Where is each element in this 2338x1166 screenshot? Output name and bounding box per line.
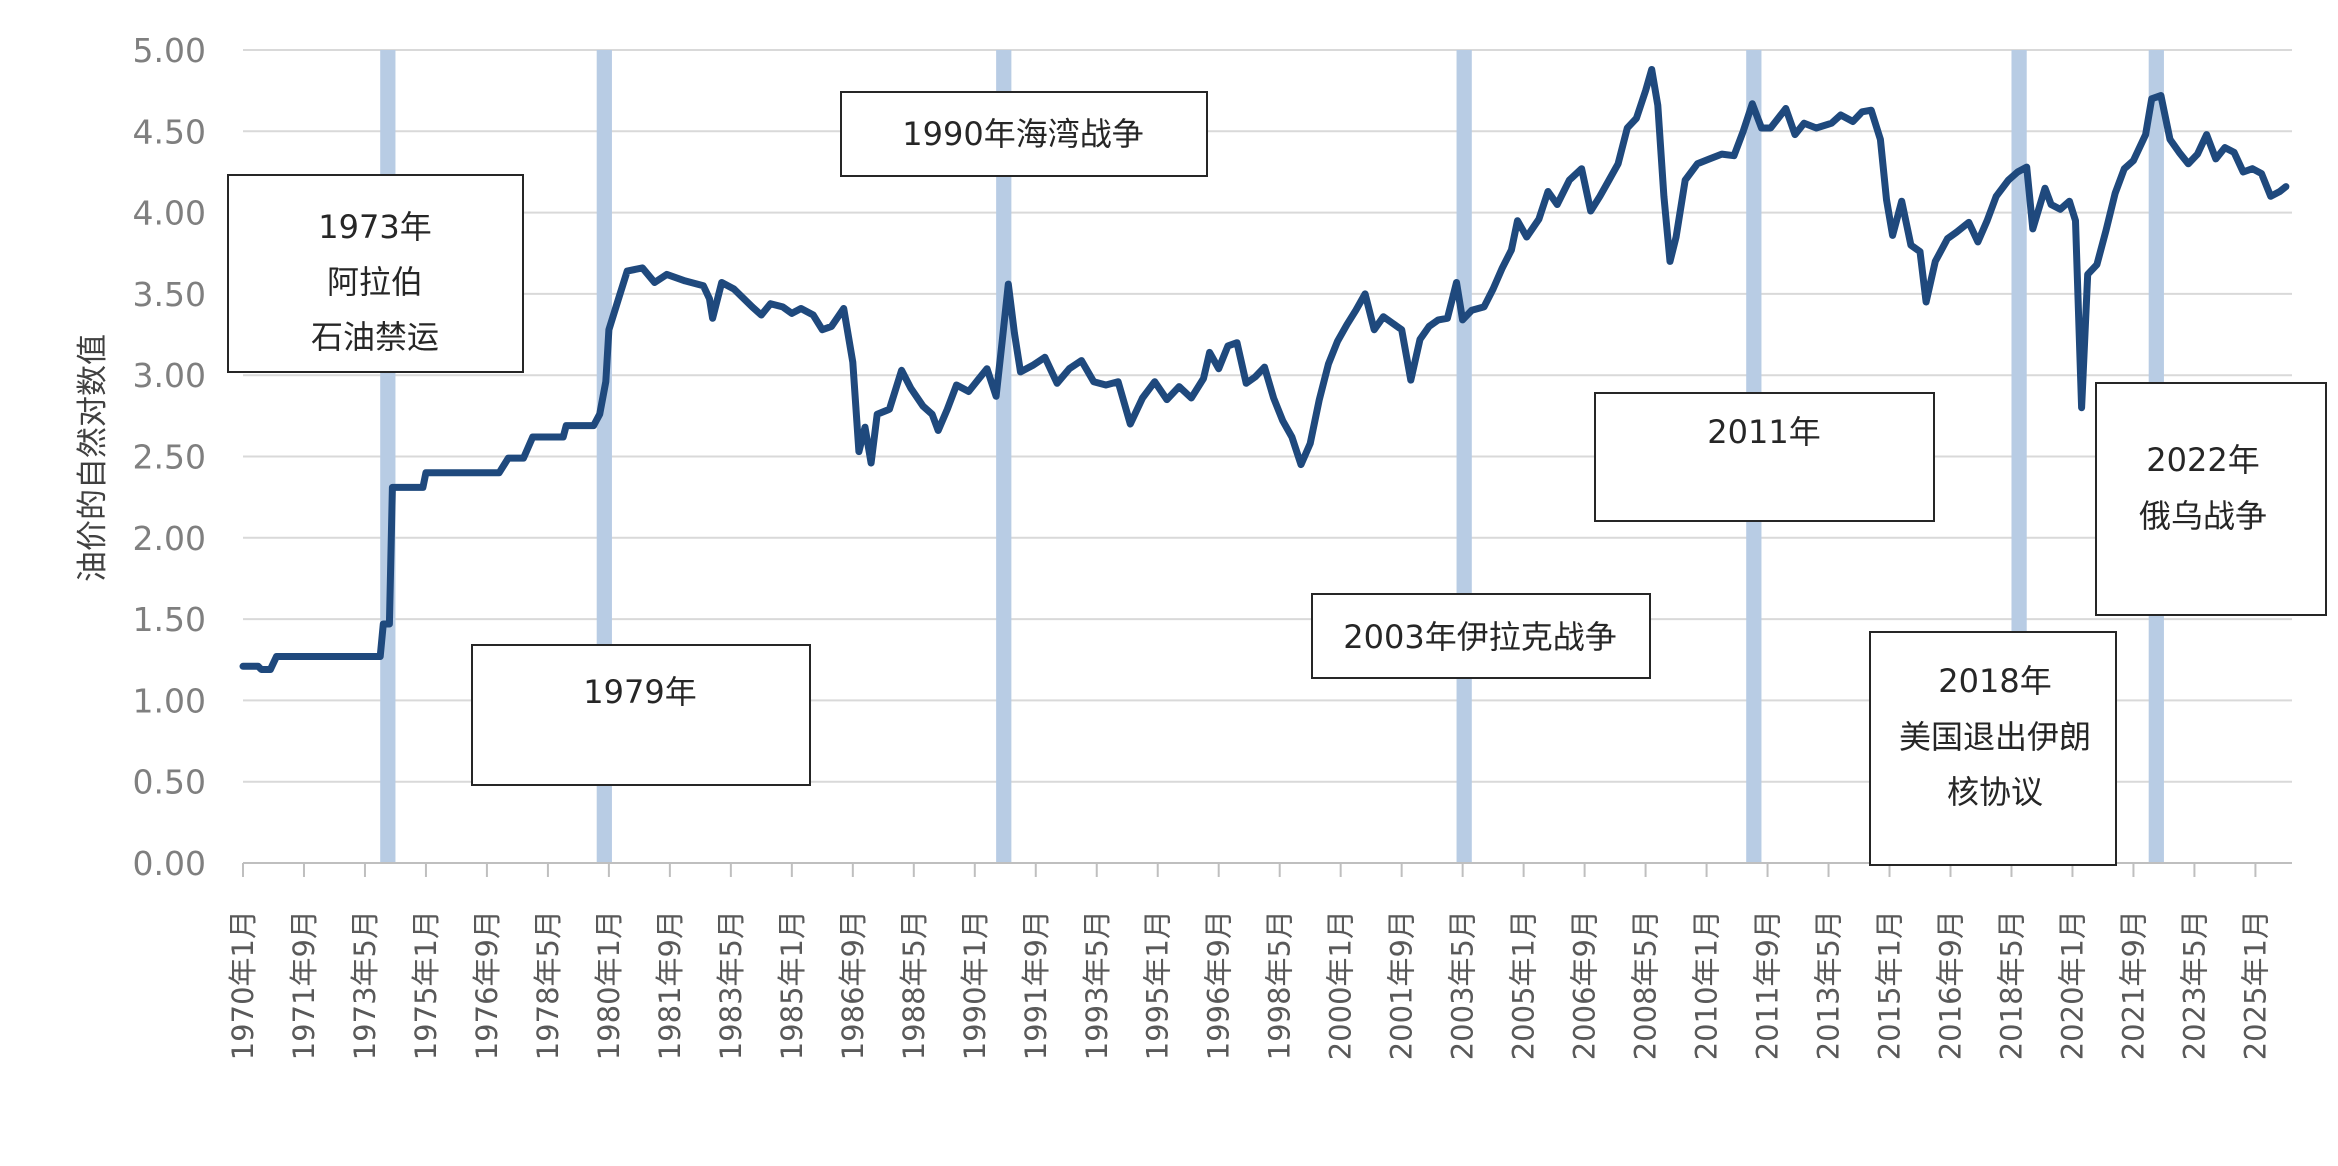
x-tick-label: 1993年5月 xyxy=(1080,910,1114,1060)
annotation-text: 2003年伊拉克战争 xyxy=(1343,618,1616,656)
x-tick-label: 2005年1月 xyxy=(1507,910,1541,1060)
y-tick-labels: 0.00 0.50 1.00 1.50 2.00 2.50 3.00 3.50 4.00 4.50… xyxy=(133,31,206,883)
annotation-box: 1979年 xyxy=(471,644,811,786)
annotation-text: 核协议 xyxy=(1947,773,2043,811)
y-tick-label: 1.50 xyxy=(133,600,206,639)
x-tick-label: 2025年1月 xyxy=(2238,910,2272,1060)
annotation-text: 1973年 xyxy=(318,208,431,246)
x-tick-label: 1991年9月 xyxy=(1019,910,1053,1060)
annotation-box: 1990年海湾战争 xyxy=(840,91,1208,177)
x-tick-label: 2016年9月 xyxy=(1934,910,1968,1060)
series-line xyxy=(239,66,2290,673)
x-tick-label: 1996年9月 xyxy=(1202,910,1236,1060)
annotation-text: 1990年海湾战争 xyxy=(902,115,1143,153)
x-tick-label: 1998年5月 xyxy=(1263,910,1297,1060)
annotation-frame xyxy=(471,644,811,786)
y-tick-label: 3.00 xyxy=(133,356,206,395)
x-tick-label: 1973年5月 xyxy=(348,910,382,1060)
x-tick-label: 2010年1月 xyxy=(1690,910,1724,1060)
x-tick-label: 2020年1月 xyxy=(2055,910,2089,1060)
annotation-text: 俄乌战争 xyxy=(2139,497,2267,535)
x-tick-label: 1983年5月 xyxy=(714,910,748,1060)
x-tick-label: 2008年5月 xyxy=(1629,910,1663,1060)
annotation-text: 1979年 xyxy=(583,673,696,711)
annotation-text: 2011年 xyxy=(1707,413,1820,451)
x-tick-label: 2015年1月 xyxy=(1873,910,1907,1060)
annotation-frame xyxy=(1869,631,2117,866)
x-tick-label: 1988年5月 xyxy=(897,910,931,1060)
x-tick-label: 1976年9月 xyxy=(470,910,504,1060)
annotation-frame xyxy=(2095,382,2327,616)
x-tick-label: 2003年5月 xyxy=(1446,910,1480,1060)
x-tick-label: 2000年1月 xyxy=(1324,910,1358,1060)
x-tick-label: 1975年1月 xyxy=(409,910,443,1060)
y-tick-label: 2.50 xyxy=(133,438,206,477)
oil-price-series xyxy=(239,66,2290,673)
annotation-frame xyxy=(840,91,1208,177)
x-tick-label: 2021年9月 xyxy=(2116,910,2150,1060)
annotation-frame xyxy=(1311,593,1651,679)
y-tick-label: 2.00 xyxy=(133,519,206,558)
x-tick-label: 2006年9月 xyxy=(1568,910,1602,1060)
y-tick-label: 3.50 xyxy=(133,275,206,314)
x-tick-label: 1990年1月 xyxy=(958,910,992,1060)
x-tick-label: 2013年5月 xyxy=(1812,910,1846,1060)
y-axis-label: 油价的自然对数值 xyxy=(75,334,111,582)
annotation-frame xyxy=(1594,392,1935,522)
x-tick-labels: 1970年1月 1971年9月 1973年5月 1975年1月 1976年9月 1978年… xyxy=(226,910,2272,1060)
annotation-box: 2003年伊拉克战争 xyxy=(1311,593,1651,679)
shaded-period xyxy=(996,50,1012,863)
x-tick-label: 1995年1月 xyxy=(1141,910,1175,1060)
x-tick-label: 1986年9月 xyxy=(836,910,870,1060)
x-tick-label: 1978年5月 xyxy=(531,910,565,1060)
annotation-text: 2018年 xyxy=(1938,662,2051,700)
x-tick-label: 1970年1月 xyxy=(226,910,260,1060)
y-tick-label: 4.00 xyxy=(133,194,206,233)
y-tick-label: 4.50 xyxy=(133,112,206,151)
shaded-period xyxy=(1456,50,1472,863)
x-tick-label: 1985年1月 xyxy=(775,910,809,1060)
shaded-period xyxy=(380,50,396,863)
annotation-text: 石油禁运 xyxy=(311,318,439,356)
y-tick-label: 0.00 xyxy=(133,844,206,883)
annotation-text: 美国退出伊朗 xyxy=(1899,718,2091,756)
x-tick-label: 1980年1月 xyxy=(592,910,626,1060)
y-tick-label: 0.50 xyxy=(133,763,206,802)
annotation-text: 2022年 xyxy=(2146,441,2259,479)
x-tick-label: 1971年9月 xyxy=(287,910,321,1060)
annotation-frame xyxy=(227,174,524,373)
x-tick-label: 2023年5月 xyxy=(2177,910,2211,1060)
y-tick-label: 1.00 xyxy=(133,681,206,720)
annotation-box: 2011年 xyxy=(1594,392,1935,522)
x-tick-label: 2011年9月 xyxy=(1751,910,1785,1060)
x-tick-label: 1981年9月 xyxy=(653,910,687,1060)
y-tick-label: 5.00 xyxy=(133,31,206,70)
x-tick-label: 2018年5月 xyxy=(1994,910,2028,1060)
annotation-text: 阿拉伯 xyxy=(327,263,423,301)
x-tick-label: 2001年9月 xyxy=(1385,910,1419,1060)
